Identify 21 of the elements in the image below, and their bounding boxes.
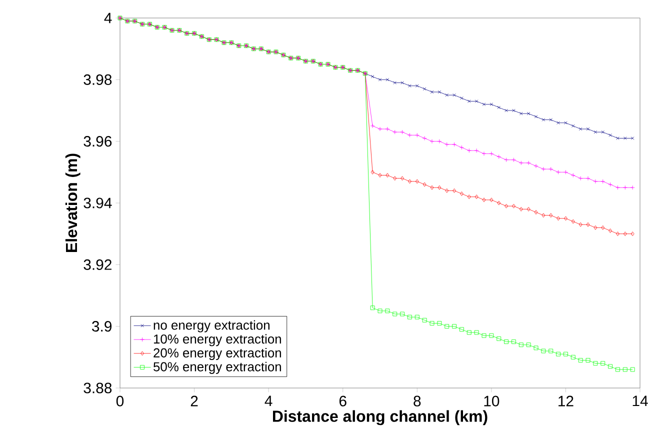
y-tick-label: 3.94 — [84, 198, 112, 208]
y-tick-label: 3.96 — [84, 136, 112, 147]
legend-label: 20% energy extraction — [154, 348, 281, 360]
x-tick-label: 14 — [632, 396, 648, 406]
x-tick-label: 0 — [116, 396, 124, 406]
x-tick-label: 4 — [264, 396, 272, 406]
x-tick-label: 6 — [339, 396, 346, 406]
x-tick-label: 10 — [484, 396, 500, 406]
legend-label: no energy extraction — [154, 320, 270, 332]
y-tick-label: 3.98 — [84, 74, 112, 85]
x-tick-label: 12 — [558, 396, 574, 406]
y-tick-label: 3.88 — [84, 382, 112, 394]
y-tick-label: 3.92 — [84, 259, 112, 270]
y-tick-label: 4 — [104, 12, 112, 24]
x-tick-label: 8 — [414, 396, 421, 406]
y-axis-title: Elevation (m) — [65, 154, 80, 252]
x-tick-label: 2 — [190, 396, 198, 406]
legend-label: 10% energy extraction — [154, 334, 281, 346]
x-axis-title: Distance along channel (km) — [273, 410, 488, 426]
y-tick-label: 3.9 — [92, 321, 112, 332]
legend-label: 50% energy extraction — [154, 362, 281, 374]
